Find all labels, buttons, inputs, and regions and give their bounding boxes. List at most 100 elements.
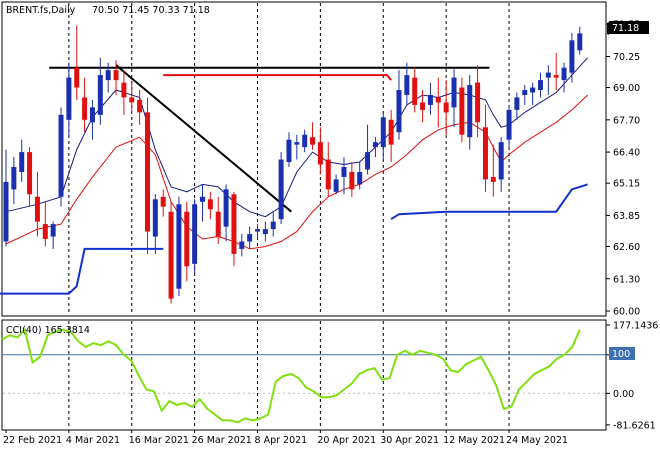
x-tick-label: 24 May 2021: [506, 435, 568, 446]
main-panel: 71.5570.2569.0067.7066.4065.1563.8562.60…: [0, 1, 649, 318]
y-tick-label: 70.25: [613, 52, 640, 63]
candle: [490, 144, 496, 197]
candle: [129, 82, 135, 113]
cci-period-separators: [68, 321, 510, 429]
candle-body: [223, 189, 229, 227]
candle-body: [97, 75, 103, 115]
candle-body: [82, 97, 88, 120]
candle-body: [365, 152, 371, 170]
candle-body: [459, 87, 465, 135]
candle-body: [144, 112, 150, 232]
candle-body: [105, 70, 111, 81]
candle: [34, 171, 40, 237]
candle-body: [412, 77, 418, 105]
cci-level-tag: 100: [612, 349, 630, 360]
y-tick-label: 62.60: [613, 242, 640, 253]
candle-body: [137, 99, 143, 113]
candle: [427, 82, 433, 115]
candle: [467, 75, 473, 150]
candle-body: [577, 33, 583, 51]
candle: [545, 65, 551, 95]
x-tick-label: 20 Apr 2021: [317, 435, 376, 446]
candle-body: [121, 82, 127, 98]
candle: [27, 147, 33, 207]
candle: [168, 201, 174, 304]
candle-body: [443, 102, 449, 113]
candle: [137, 90, 143, 125]
candle-body: [11, 167, 17, 190]
candle: [176, 196, 182, 297]
candle-body: [302, 134, 308, 148]
candle: [325, 142, 331, 197]
current-price-tag: [607, 22, 609, 35]
candle-body: [168, 211, 174, 299]
candle: [215, 196, 221, 244]
candles: [3, 25, 583, 304]
x-tick-label: 26 Mar 2021: [192, 435, 252, 446]
candle: [144, 97, 150, 254]
candle: [50, 221, 56, 249]
candle-body: [475, 82, 481, 123]
y-tick-label: 67.70: [613, 115, 640, 126]
candle-body: [27, 152, 33, 195]
cci-line: [1, 327, 581, 424]
y-tick-label: 63.85: [613, 211, 640, 222]
candle-body: [325, 159, 331, 190]
x-tick-label: 8 Apr 2021: [255, 435, 308, 446]
candle: [341, 157, 347, 195]
candle-body: [19, 152, 25, 172]
trend-line-line: [115, 64, 292, 213]
candle: [19, 139, 25, 182]
candle: [66, 62, 72, 138]
candle: [317, 127, 323, 175]
cci-level-tag-box: [609, 347, 635, 360]
candle-body: [530, 87, 536, 93]
candle-body: [333, 179, 339, 192]
candle: [247, 226, 253, 249]
candle: [553, 52, 559, 91]
x-tick-label: 16 Mar 2021: [129, 435, 189, 446]
candle: [365, 124, 371, 175]
candle-body: [569, 40, 575, 73]
cci-series-line: [1, 327, 581, 424]
candle-body: [89, 107, 95, 123]
candle: [443, 80, 449, 135]
candle: [388, 109, 394, 163]
candle: [42, 201, 48, 247]
candle: [262, 221, 268, 242]
candle-body: [561, 67, 567, 81]
candle: [522, 85, 528, 105]
candle: [82, 77, 88, 133]
candle: [561, 62, 567, 93]
candle: [97, 57, 103, 125]
candle-body: [58, 114, 64, 197]
candle-body: [50, 224, 56, 237]
candle: [11, 157, 17, 205]
candle: [121, 70, 127, 115]
candle-body: [341, 167, 347, 177]
candle-body: [514, 97, 520, 110]
x-tick-label: 4 Mar 2021: [66, 435, 120, 446]
candle: [380, 112, 386, 160]
candle-body: [113, 70, 119, 81]
cci-tick-label: 177.1436: [613, 320, 658, 331]
candle-body: [129, 97, 135, 103]
chart-symbol-label: BRENT.fs,Daily: [6, 5, 76, 16]
candle: [184, 201, 190, 282]
y-tick-label: 61.30: [613, 274, 640, 285]
candle: [310, 122, 316, 150]
candle: [372, 137, 378, 158]
cci-tick-label: -81.6261: [613, 420, 656, 431]
candle-body: [34, 196, 40, 222]
candle: [200, 184, 205, 222]
candle: [302, 129, 308, 153]
candle: [74, 25, 80, 100]
candle-body: [498, 142, 504, 180]
candle: [506, 104, 512, 148]
candle-body: [317, 142, 323, 165]
candle-body: [420, 102, 426, 110]
candle: [514, 92, 520, 120]
candle: [3, 149, 9, 247]
candle: [482, 104, 488, 192]
